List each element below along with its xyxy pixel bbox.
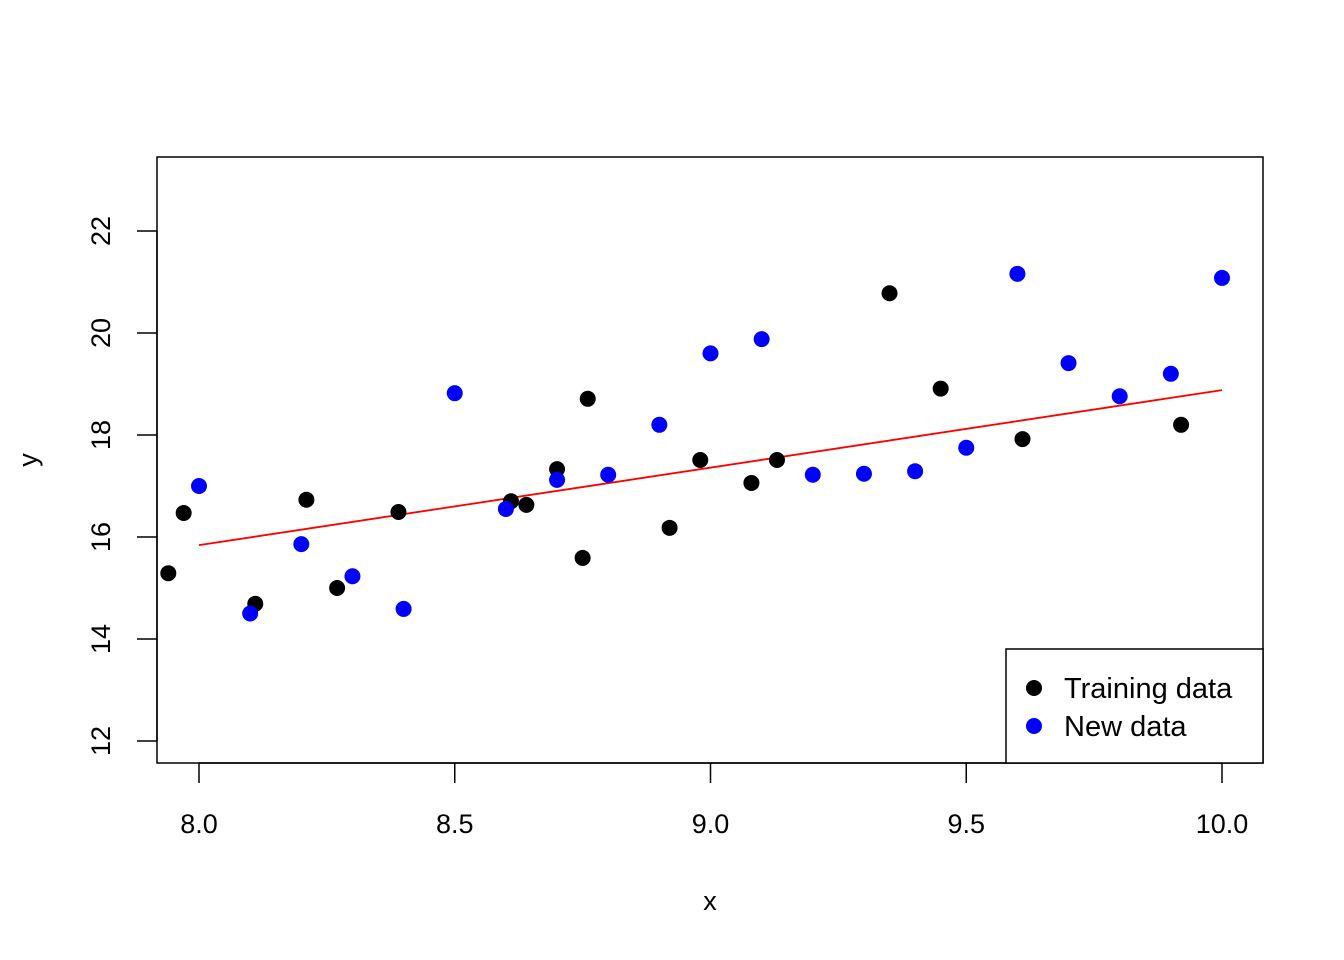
data-point <box>1060 355 1077 372</box>
data-point <box>692 451 709 468</box>
data-point <box>855 465 872 482</box>
data-point <box>293 536 310 553</box>
data-point <box>175 505 192 522</box>
data-point <box>743 474 760 491</box>
data-point <box>804 466 821 483</box>
data-point <box>651 416 668 433</box>
data-point <box>549 471 566 488</box>
data-point <box>518 496 535 513</box>
y-tick-label: 16 <box>86 522 116 552</box>
legend-label: New data <box>1064 711 1187 743</box>
data-point <box>446 385 463 402</box>
data-point <box>395 600 412 617</box>
data-point <box>600 466 617 483</box>
x-axis: 8.0 8.5 9.0 9.5 10.0 <box>180 762 1249 839</box>
data-point <box>191 478 207 494</box>
data-point <box>298 491 315 508</box>
data-point <box>329 580 346 596</box>
data-point <box>881 285 898 302</box>
data-point <box>1173 416 1190 433</box>
legend-item-new: New data <box>1026 711 1187 743</box>
data-point <box>574 549 591 566</box>
data-point <box>579 390 596 407</box>
data-point <box>390 504 407 521</box>
regression-line <box>198 389 1223 547</box>
x-tick-label: 9.0 <box>692 809 730 839</box>
data-point <box>1111 388 1128 405</box>
data-point <box>344 568 361 585</box>
x-tick-label: 10.0 <box>1196 809 1249 839</box>
data-point <box>753 331 770 348</box>
legend-label: Training data <box>1064 673 1233 705</box>
data-point <box>958 439 975 456</box>
data-point <box>1014 431 1031 448</box>
y-tick-label: 14 <box>86 624 116 654</box>
y-tick-label: 12 <box>86 726 116 756</box>
data-point <box>932 380 949 397</box>
data-point <box>768 451 785 468</box>
legend-marker-icon <box>1026 718 1042 734</box>
data-point <box>160 565 177 582</box>
x-tick-label: 9.5 <box>947 809 985 839</box>
data-point <box>907 463 924 480</box>
data-point <box>497 500 514 517</box>
legend-item-training: Training data <box>1026 673 1233 705</box>
data-point <box>1214 269 1230 286</box>
legend-marker-icon <box>1026 680 1042 696</box>
data-point <box>702 345 719 362</box>
y-axis-label: y <box>13 453 43 467</box>
data-point <box>1162 365 1179 382</box>
data-points <box>160 265 1230 622</box>
y-tick-label: 18 <box>86 420 116 450</box>
y-axis: 12 14 16 18 20 22 <box>86 216 158 756</box>
data-point <box>242 605 259 622</box>
x-tick-label: 8.5 <box>436 809 474 839</box>
data-point <box>661 519 678 536</box>
x-tick-label: 8.0 <box>180 809 218 839</box>
y-tick-label: 22 <box>86 216 116 246</box>
legend: Training data New data <box>1005 648 1264 764</box>
y-tick-label: 20 <box>86 318 116 348</box>
data-point <box>1009 265 1026 282</box>
x-axis-label: x <box>703 886 717 916</box>
legend-box <box>1005 648 1264 764</box>
